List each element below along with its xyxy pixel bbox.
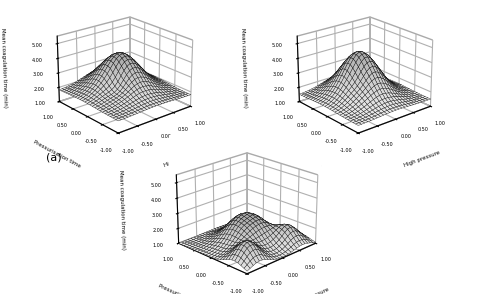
Y-axis label: Pressurisation time: Pressurisation time [32, 139, 82, 168]
Text: (b): (b) [286, 153, 302, 163]
X-axis label: High pressure: High pressure [163, 150, 200, 168]
X-axis label: High pressure: High pressure [403, 150, 440, 168]
Y-axis label: Pressurisation time: Pressurisation time [272, 139, 322, 168]
Text: (a): (a) [46, 153, 62, 163]
Y-axis label: Pressurisation time: Pressurisation time [158, 283, 208, 294]
X-axis label: High pressure: High pressure [292, 286, 330, 294]
